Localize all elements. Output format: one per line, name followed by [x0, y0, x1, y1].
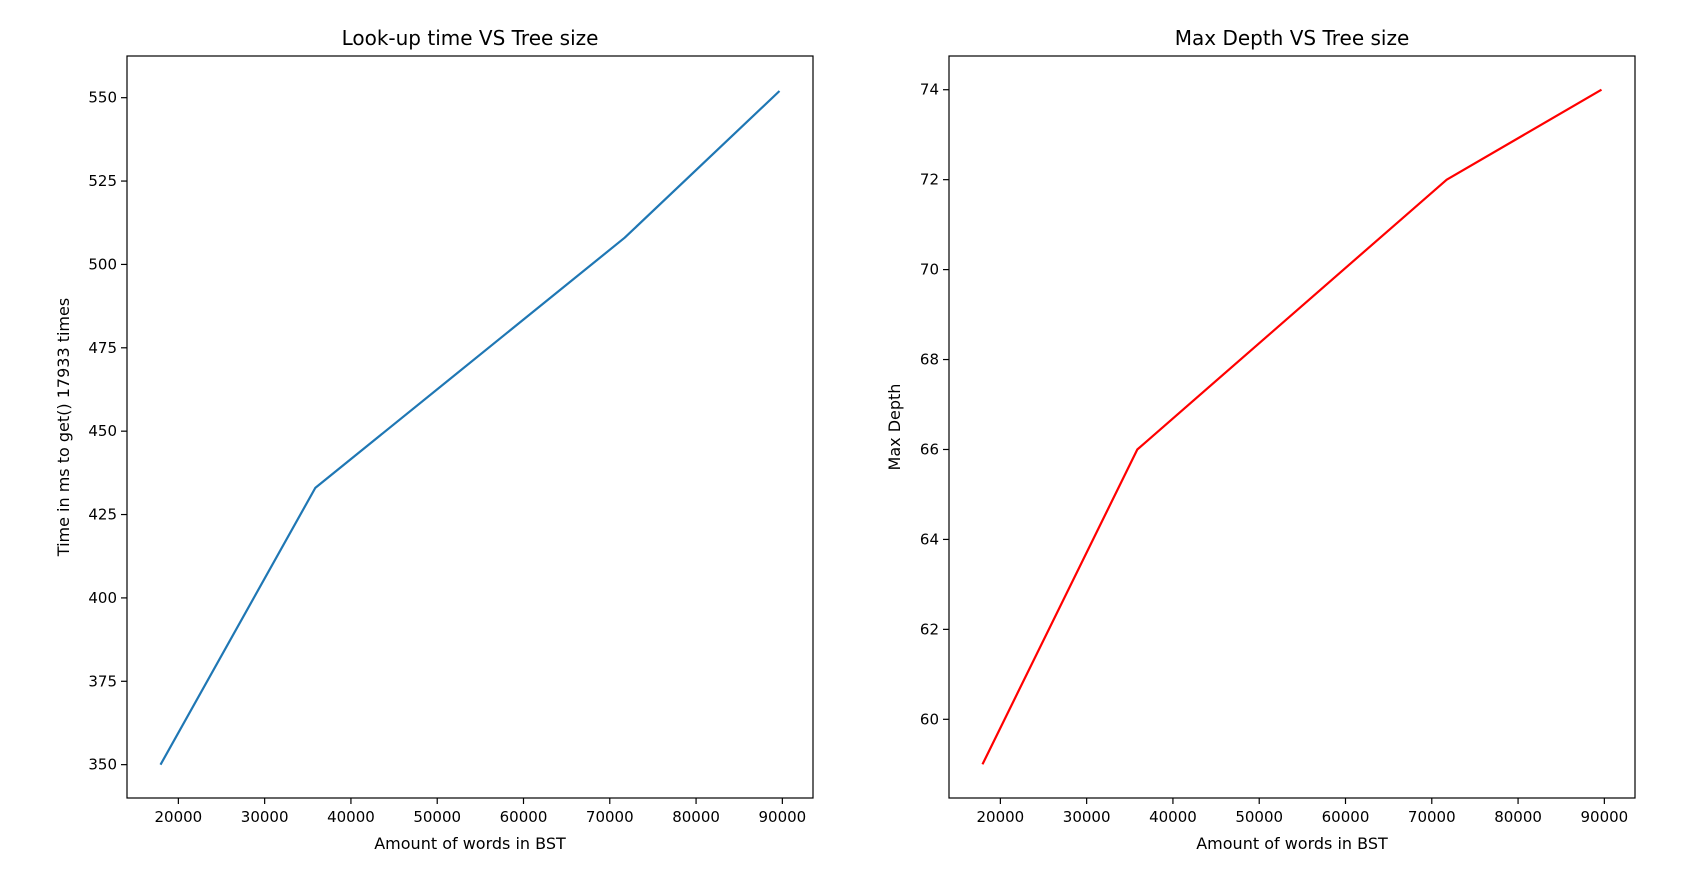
- x-tick-label: 20000: [155, 808, 203, 826]
- y-axis-label: Max Depth: [885, 384, 904, 471]
- chart-title: Look-up time VS Tree size: [342, 26, 599, 50]
- y-tick-label: 475: [88, 339, 117, 357]
- y-tick-label: 62: [920, 620, 939, 638]
- x-tick-label: 30000: [1063, 808, 1111, 826]
- x-tick-label: 50000: [413, 808, 461, 826]
- y-axis-ticks: 350 375 400 425 450 475 500 525 550: [88, 89, 127, 774]
- x-tick-label: 90000: [758, 808, 806, 826]
- y-tick-label: 550: [88, 89, 117, 107]
- series-line: [159, 90, 781, 766]
- x-tick-label: 80000: [672, 808, 720, 826]
- y-tick-label: 70: [920, 261, 939, 279]
- chart-max-depth: Max Depth VS Tree size 20000 30000 40000 50…: [885, 26, 1636, 853]
- plot-area-frame: [948, 55, 1636, 799]
- y-tick-label: 450: [88, 422, 117, 440]
- y-tick-label: 74: [920, 81, 939, 99]
- x-tick-label: 60000: [500, 808, 548, 826]
- chart-title: Max Depth VS Tree size: [1175, 26, 1410, 50]
- y-tick-label: 500: [88, 255, 117, 273]
- x-tick-label: 90000: [1580, 808, 1628, 826]
- x-tick-label: 40000: [327, 808, 375, 826]
- plot-area-frame: [126, 55, 814, 799]
- x-axis-ticks: 20000 30000 40000 50000 60000 70000 80000 90000: [977, 798, 1628, 826]
- series-line: [981, 88, 1603, 765]
- y-tick-label: 64: [920, 530, 939, 548]
- x-tick-label: 40000: [1149, 808, 1197, 826]
- x-tick-label: 70000: [586, 808, 634, 826]
- x-axis-label: Amount of words in BST: [1196, 834, 1388, 853]
- y-tick-label: 72: [920, 171, 939, 189]
- y-tick-label: 60: [920, 710, 939, 728]
- chart-lookup-time: Look-up time VS Tree size 20000 30000 4000…: [54, 26, 814, 853]
- x-tick-label: 80000: [1494, 808, 1542, 826]
- x-tick-label: 60000: [1322, 808, 1370, 826]
- y-tick-label: 375: [88, 672, 117, 690]
- y-axis-ticks: 60 62 64 66 68 70 72 74: [920, 81, 949, 728]
- series-lines: [159, 90, 781, 766]
- x-tick-label: 50000: [1235, 808, 1283, 826]
- y-tick-label: 525: [88, 172, 117, 190]
- y-axis-label: Time in ms to get() 17933 times: [54, 298, 73, 557]
- y-tick-label: 425: [88, 506, 117, 524]
- x-tick-label: 20000: [977, 808, 1025, 826]
- series-lines: [981, 88, 1603, 765]
- y-tick-label: 350: [88, 756, 117, 774]
- y-tick-label: 68: [920, 351, 939, 369]
- y-tick-label: 66: [920, 440, 939, 458]
- x-tick-label: 70000: [1408, 808, 1456, 826]
- y-tick-label: 400: [88, 589, 117, 607]
- x-axis-ticks: 20000 30000 40000 50000 60000 70000 80000 90000: [155, 798, 806, 826]
- x-axis-label: Amount of words in BST: [374, 834, 566, 853]
- x-tick-label: 30000: [241, 808, 289, 826]
